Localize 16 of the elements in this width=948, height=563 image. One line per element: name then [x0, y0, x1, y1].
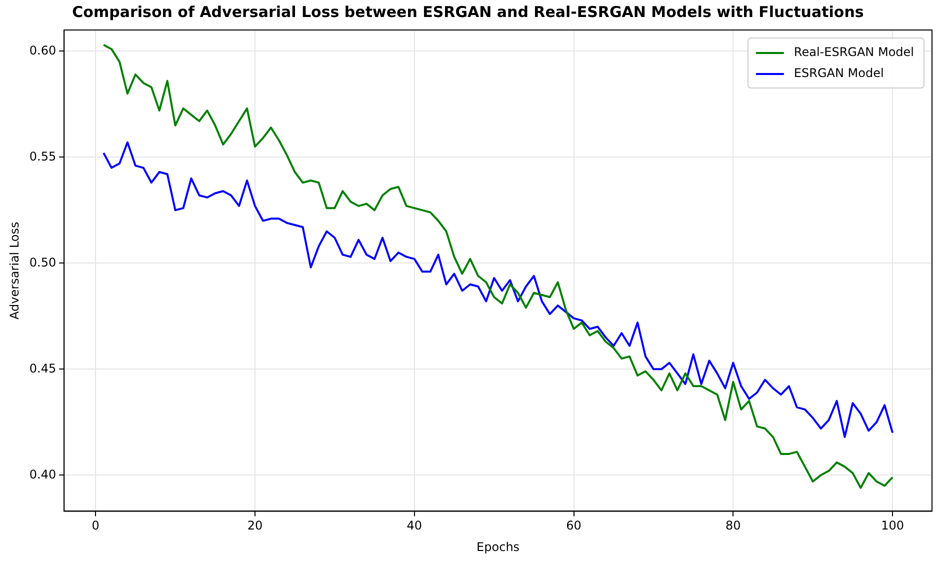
y-tick-label: 0.50 [29, 255, 56, 270]
x-tick-label: 0 [92, 518, 100, 533]
y-tick-label: 0.60 [29, 43, 56, 58]
x-tick-label: 80 [726, 518, 741, 533]
y-tick-label: 0.45 [29, 361, 56, 376]
y-axis-title: Adversarial Loss [7, 222, 22, 320]
chart-title: Comparison of Adversarial Loss between ESRGAN and Real-ESRGAN Models with Fluctuations [72, 2, 864, 21]
legend-label: Real-ESRGAN Model [794, 45, 914, 60]
x-tick-label: 60 [566, 518, 582, 533]
x-tick-label: 40 [406, 518, 422, 533]
x-axis-title: Epochs [476, 540, 520, 554]
y-tick-label: 0.40 [29, 467, 56, 482]
x-tick-label: 100 [881, 518, 904, 533]
x-tick-label: 20 [247, 518, 263, 533]
legend-label: ESRGAN Model [794, 66, 884, 80]
y-tick-label: 0.55 [29, 149, 56, 164]
